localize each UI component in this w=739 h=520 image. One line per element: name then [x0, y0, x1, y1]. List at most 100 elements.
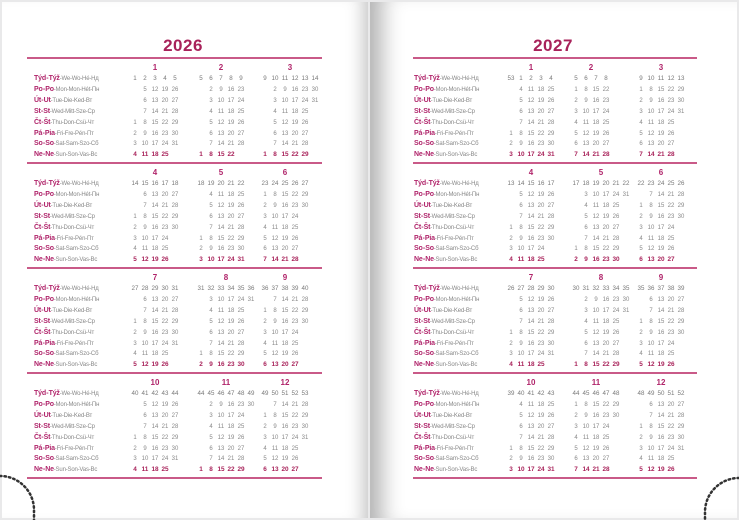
day-number: 4: [574, 434, 578, 441]
week-number: 9: [239, 75, 243, 82]
day-number: 14: [592, 351, 600, 358]
row-label-primary: Po - Po: [414, 190, 434, 198]
day-number: 19: [602, 213, 610, 220]
day-number: 20: [161, 412, 169, 419]
row-label-secondary: - Tue - Die - Ked - Вт: [50, 307, 93, 314]
day-number: 1: [639, 423, 643, 430]
week-number: 17: [572, 180, 580, 187]
day-number: 6: [263, 246, 267, 253]
day-number: 26: [291, 351, 299, 358]
day-number: 9: [209, 361, 213, 369]
day-number: 14: [582, 151, 590, 159]
day-number: 2: [133, 224, 137, 231]
day-number: 19: [227, 202, 235, 209]
week-number: 52: [677, 390, 685, 397]
week-number: 44: [197, 390, 205, 397]
week-number: 47: [227, 390, 235, 397]
row-label-primary: St - St: [34, 317, 50, 325]
row-label-primary: So - So: [34, 350, 54, 358]
day-number: 8: [649, 86, 653, 93]
row-label-secondary: - Tue - Die - Ked - Вт: [430, 202, 473, 209]
day-number: 15: [592, 361, 600, 369]
week-number: 30: [547, 285, 555, 292]
day-number: 20: [161, 97, 169, 104]
day-number: 5: [143, 401, 147, 408]
week-number: 46: [217, 390, 225, 397]
day-number: 23: [161, 224, 169, 231]
row-label: St - St - Wed - Mitt - Sze - Ср: [414, 108, 475, 116]
row-label-primary: Čt - Št: [34, 433, 51, 441]
day-number: 8: [519, 329, 523, 336]
day-number: 1: [574, 401, 578, 408]
day-number: 4: [509, 361, 513, 369]
row-label-primary: So - So: [34, 245, 54, 253]
day-number: 17: [151, 340, 159, 347]
day-number: 6: [519, 108, 523, 115]
day-number: 10: [582, 108, 590, 115]
day-number: 14: [151, 202, 159, 209]
row-label: Ne - Ne - Sun - Son - Vas - Вс: [34, 151, 97, 159]
day-number: 2: [509, 456, 513, 463]
day-number: 21: [667, 307, 675, 314]
day-number: 30: [301, 202, 309, 209]
week-number: 9: [639, 75, 643, 82]
day-number: 22: [227, 151, 235, 159]
day-number: 5: [273, 119, 277, 126]
day-number: 28: [602, 151, 610, 159]
day-number: 26: [667, 466, 675, 474]
row-label: Pá - Pia - Fri - Fre - Pén - Пт: [34, 235, 94, 243]
row-label: Pá - Pia - Fri - Fre - Pén - Пт: [34, 130, 94, 138]
day-number: 24: [612, 191, 620, 198]
day-number: 13: [647, 141, 655, 148]
day-number: 20: [537, 423, 545, 430]
week-number: 18: [197, 180, 205, 187]
day-number: 26: [547, 296, 555, 303]
day-number: 15: [527, 329, 535, 336]
day-number: 19: [602, 329, 610, 336]
day-number: 14: [281, 141, 289, 148]
day-number: 16: [527, 141, 535, 148]
day-number: 5: [639, 130, 643, 137]
week-number: 48: [637, 390, 645, 397]
day-number: 30: [301, 423, 309, 430]
day-number: 23: [667, 329, 675, 336]
row-label-primary: Čt - Št: [414, 118, 431, 126]
calendar-page-right: 2027 Týd - Týž - We - Wo - Hé - Нд Po - Po…: [370, 2, 737, 518]
day-number: 9: [219, 401, 223, 408]
day-number: 28: [237, 456, 245, 463]
row-label-secondary: - Sat - Sam - Szo - Сб: [433, 456, 479, 463]
row-label: Čt - Št - Thu - Don - Csü - Чт: [34, 119, 94, 127]
day-number: 18: [151, 466, 159, 474]
row-label: Čt - Št - Thu - Don - Csü - Чт: [34, 224, 94, 232]
day-number: 2: [574, 97, 578, 104]
day-number: 10: [217, 296, 225, 303]
day-number: 5: [639, 361, 643, 369]
day-number: 5: [519, 412, 523, 419]
week-number: 20: [602, 180, 610, 187]
week-number: 7: [219, 75, 223, 82]
day-number: 21: [161, 307, 169, 314]
day-number: 17: [281, 213, 289, 220]
row-label: Pá - Pia - Fri - Fre - Pén - Пт: [34, 445, 94, 453]
week-number: 35: [622, 285, 630, 292]
day-number: 22: [227, 235, 235, 242]
day-number: 10: [141, 456, 149, 463]
day-number: 27: [547, 202, 555, 209]
day-number: 17: [151, 456, 159, 463]
row-label-secondary: - Sat - Sam - Szo - Сб: [433, 351, 479, 358]
row-label-primary: Týd - Týž: [34, 390, 60, 397]
day-number: 26: [237, 119, 245, 126]
day-number: 30: [547, 235, 555, 242]
month-number: 9: [282, 273, 288, 282]
row-label-secondary: - Wed - Mitt - Sze - Ср: [429, 423, 475, 430]
row-label-secondary: - Tue - Die - Ked - Вт: [50, 412, 93, 419]
day-number: 25: [291, 224, 299, 231]
day-number: 31: [547, 351, 555, 358]
row-label: St - St - Wed - Mitt - Sze - Ср: [414, 213, 475, 221]
day-number: 5: [574, 130, 578, 137]
week-number: 30: [161, 285, 169, 292]
week-number: 23: [261, 180, 269, 187]
week-number: 46: [592, 390, 600, 397]
row-label-secondary: - Fri - Fre - Pén - Пт: [434, 235, 474, 242]
day-number: 26: [667, 246, 675, 253]
